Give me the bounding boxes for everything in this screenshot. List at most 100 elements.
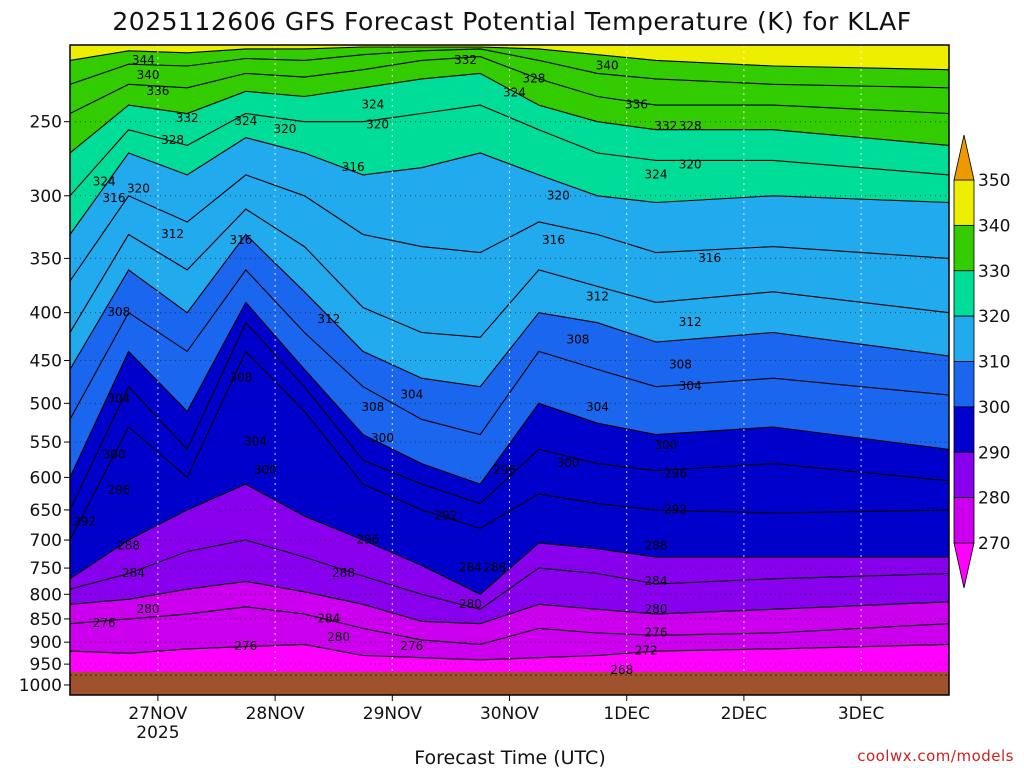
colorbar: 270 280 290 300 310 320 330 340 350 bbox=[953, 134, 1010, 589]
contour-label: 316 bbox=[342, 160, 365, 174]
contour-284 bbox=[70, 539, 949, 610]
y-tick-label: 450 bbox=[30, 352, 62, 372]
x-tick-label: 1DEC bbox=[603, 704, 650, 724]
contour-label: 324 bbox=[93, 175, 116, 189]
colorbar-segment-270 bbox=[953, 497, 975, 544]
contour-label: 324 bbox=[234, 114, 257, 128]
contour-label: 292 bbox=[664, 502, 687, 516]
contour-label: 308 bbox=[229, 371, 252, 385]
contour-340 bbox=[70, 46, 949, 71]
contour-label: 284 bbox=[645, 574, 668, 588]
contour-label: 272 bbox=[635, 644, 658, 658]
contour-332 bbox=[70, 56, 949, 115]
contour-label: 288 bbox=[332, 566, 355, 580]
x-tick-label: 3DEC bbox=[838, 704, 885, 724]
contour-label: 308 bbox=[669, 358, 692, 372]
contour-label: 284 bbox=[122, 566, 145, 580]
contour-label: 332 bbox=[454, 53, 477, 67]
contour-label: 284 bbox=[317, 611, 340, 625]
colorbar-bottom-extension bbox=[953, 542, 975, 589]
theta-contours bbox=[70, 46, 949, 661]
x-tick-label: 2DEC bbox=[721, 704, 768, 724]
contour-label: 304 bbox=[586, 400, 609, 414]
x-tick-label: 28NOV bbox=[246, 704, 305, 724]
contour-label: 312 bbox=[317, 312, 340, 326]
contour-label: 312 bbox=[586, 290, 609, 304]
contour-label: 300 bbox=[654, 438, 677, 452]
contour-label: 332 bbox=[176, 111, 199, 125]
credit-text: coolwx.com/models bbox=[857, 747, 1014, 765]
colorbar-label: 290 bbox=[978, 443, 1010, 463]
contour-308 bbox=[70, 233, 949, 388]
colorbar-segment-330 bbox=[953, 224, 975, 272]
contour-288 bbox=[70, 483, 949, 595]
colorbar-label: 320 bbox=[978, 307, 1010, 327]
contour-328 bbox=[70, 72, 949, 154]
y-axis: 250 300 350 400 450 500 550 600 650 700 750 800 850 9… bbox=[19, 113, 70, 696]
contour-304 bbox=[70, 269, 949, 436]
contour-label: 280 bbox=[645, 602, 668, 616]
colorbar-segment-290 bbox=[953, 406, 975, 453]
y-tick-label: 250 bbox=[30, 113, 62, 133]
x-tick-label: 27NOV bbox=[128, 704, 187, 724]
contour-label: 324 bbox=[361, 98, 384, 112]
contour-label: 324 bbox=[503, 86, 526, 100]
contour-label: 268 bbox=[610, 663, 633, 677]
contour-label: 276 bbox=[234, 639, 257, 653]
contour-label: 276 bbox=[400, 639, 423, 653]
colorbar-segment-310 bbox=[953, 315, 975, 362]
contour-label: 292 bbox=[73, 515, 96, 529]
contour-label: 280 bbox=[327, 630, 350, 644]
contour-label: 296 bbox=[356, 533, 379, 547]
colorbar-label: 280 bbox=[978, 489, 1010, 509]
chart-title: 2025112606 GFS Forecast Potential Temper… bbox=[112, 7, 911, 36]
contour-label: 308 bbox=[361, 400, 384, 414]
y-tick-label: 900 bbox=[30, 633, 62, 653]
contour-320 bbox=[70, 137, 949, 235]
ground-terrain bbox=[70, 672, 949, 695]
y-tick-label: 750 bbox=[30, 559, 62, 579]
contour-label: 316 bbox=[229, 233, 252, 247]
colorbar-label: 350 bbox=[978, 171, 1010, 191]
colorbar-segment-320 bbox=[953, 270, 975, 317]
colorbar-segment-300 bbox=[953, 361, 975, 408]
contour-label: 320 bbox=[273, 122, 296, 136]
y-tick-label: 850 bbox=[30, 610, 62, 630]
contour-label: 280 bbox=[137, 602, 160, 616]
x-axis-title: Forecast Time (UTC) bbox=[414, 747, 605, 768]
contour-label: 324 bbox=[645, 167, 668, 181]
contour-label: 336 bbox=[625, 98, 648, 112]
contour-label: 300 bbox=[557, 456, 580, 470]
y-tick-label: 400 bbox=[30, 304, 62, 324]
contour-label: 316 bbox=[103, 191, 126, 205]
colorbar-label: 330 bbox=[978, 262, 1010, 282]
colorbar-label: 300 bbox=[978, 398, 1010, 418]
contour-label: 304 bbox=[244, 435, 267, 449]
contour-label: 288 bbox=[645, 538, 668, 552]
contour-label: 320 bbox=[127, 181, 150, 195]
contour-label: 340 bbox=[596, 59, 619, 73]
colorbar-segment-340 bbox=[953, 179, 975, 226]
y-tick-label: 650 bbox=[30, 501, 62, 521]
contour-label: 296 bbox=[493, 463, 516, 477]
contour-292 bbox=[70, 350, 949, 541]
colorbar-segment-280 bbox=[953, 451, 975, 499]
x-tick-label: 30NOV bbox=[480, 704, 539, 724]
y-tick-label: 1000 bbox=[19, 676, 62, 696]
y-tick-label: 300 bbox=[30, 187, 62, 207]
contour-label: 288 bbox=[117, 538, 140, 552]
theta-fill-bands bbox=[70, 45, 949, 660]
contour-label: 308 bbox=[107, 305, 130, 319]
contour-label: 300 bbox=[371, 431, 394, 445]
contour-312 bbox=[70, 208, 949, 338]
y-tick-label: 350 bbox=[30, 249, 62, 269]
contour-label: 288 bbox=[483, 561, 506, 575]
contour-272 bbox=[70, 643, 949, 661]
contour-label: 312 bbox=[679, 315, 702, 329]
colorbar-label: 270 bbox=[978, 534, 1010, 554]
contour-label: 332 bbox=[654, 119, 677, 133]
